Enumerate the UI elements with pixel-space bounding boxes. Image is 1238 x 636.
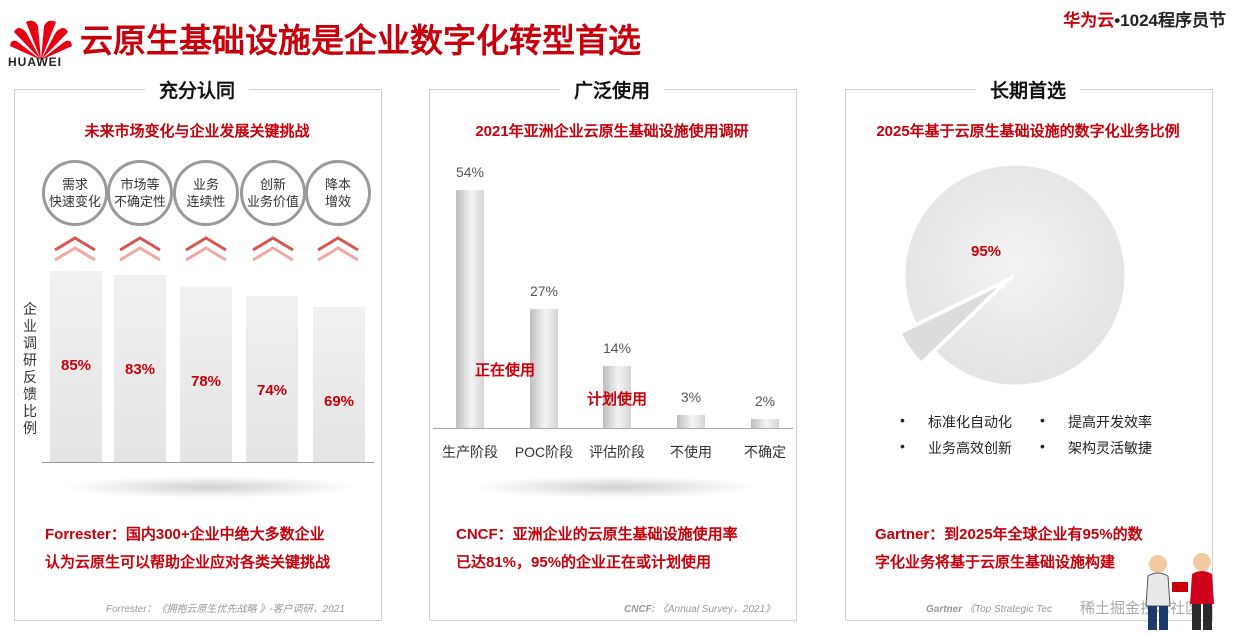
chevron-up-icon bbox=[119, 236, 161, 262]
category-label: 不确定 bbox=[744, 444, 786, 460]
chart-baseline bbox=[42, 462, 374, 463]
source-name: CNCF: bbox=[624, 604, 656, 615]
bar bbox=[50, 270, 102, 462]
legend-item: 架构灵活敏捷 bbox=[1040, 438, 1152, 458]
source-title: 《Top Strategic Tec bbox=[964, 604, 1052, 615]
pie-slice bbox=[900, 284, 1001, 363]
mascot-illustration bbox=[1145, 553, 1214, 630]
bar bbox=[530, 308, 558, 428]
bar-value-label: 74% bbox=[256, 381, 288, 399]
source-citation: CNCF: 《Annual Survey，2021》 bbox=[624, 600, 775, 615]
bar bbox=[751, 419, 779, 428]
source-citation: Gartner 《Top Strategic Tec bbox=[926, 600, 1052, 615]
bar-value-label: 85% bbox=[60, 356, 92, 374]
event-brand: 华为云 bbox=[1063, 11, 1115, 30]
footnote-line: CNCF：亚洲企业的云原生基础设施使用率 bbox=[456, 526, 738, 543]
chevron-up-icon bbox=[317, 236, 359, 262]
challenge-circle: 创新 业务价值 bbox=[240, 160, 306, 226]
pie-slice bbox=[904, 164, 1126, 386]
bar-value-label: 27% bbox=[529, 282, 559, 299]
page-title: 云原生基础设施是企业数字化转型首选 bbox=[80, 22, 641, 59]
using-label: 正在使用 bbox=[475, 362, 536, 379]
logo-wordmark: HUAWEI bbox=[8, 55, 62, 69]
panel-heading: 广泛使用 bbox=[559, 76, 665, 102]
chevron-up-icon bbox=[252, 236, 294, 262]
source-name: Gartner bbox=[926, 604, 963, 615]
event-name: •1024程序员节 bbox=[1114, 11, 1226, 30]
panel-footnote: Forrester：国内300+企业中绝大多数企业 认为云原生可以帮助企业应对各… bbox=[45, 521, 330, 577]
bar-value-label: 54% bbox=[455, 163, 485, 180]
bar bbox=[246, 295, 298, 462]
panel-subtitle: 2021年亚洲企业云原生基础设施使用调研 bbox=[475, 123, 749, 140]
challenge-circle: 降本 增效 bbox=[305, 160, 371, 226]
bar bbox=[677, 414, 705, 428]
category-label: 不使用 bbox=[670, 444, 712, 460]
bar bbox=[180, 286, 232, 462]
challenge-circle: 需求 快速变化 bbox=[42, 160, 108, 226]
huawei-logo bbox=[10, 20, 72, 61]
pie-slice-label: 95% bbox=[971, 243, 1002, 260]
legend-item: 提高开发效率 bbox=[1040, 412, 1152, 432]
footnote-line: Gartner：到2025年全球企业有95%的数 bbox=[875, 526, 1143, 543]
footnote-line: 已达81%，95%的企业正在或计划使用 bbox=[456, 554, 712, 571]
footnote-line: 认为云原生可以帮助企业应对各类关键挑战 bbox=[45, 554, 331, 571]
y-axis-label: 企业调研反馈比例 bbox=[23, 301, 37, 436]
challenge-circle: 市场等 不确定性 bbox=[107, 160, 173, 226]
footnote-line: 字化业务将基于云原生基础设施构建 bbox=[875, 554, 1116, 571]
panel-subtitle: 2025年基于云原生基础设施的数字化业务比例 bbox=[876, 123, 1180, 140]
bar-value-label: 2% bbox=[754, 393, 776, 410]
legend-item: 标准化自动化 bbox=[900, 412, 1012, 432]
chevron-up-icon bbox=[185, 236, 227, 262]
bar-value-label: 69% bbox=[323, 392, 355, 410]
planned-label: 计划使用 bbox=[587, 391, 648, 408]
chart-baseline bbox=[433, 428, 793, 429]
challenge-circle: 业务 连续性 bbox=[173, 160, 239, 226]
chart-shadow bbox=[60, 476, 360, 498]
source-citation: Forrester：《拥抱云原生优先战略 》-客户调研，2021 bbox=[106, 604, 345, 615]
source-title: 《Annual Survey，2021》 bbox=[657, 604, 776, 615]
category-label: 生产阶段 bbox=[442, 444, 498, 460]
panel-heading: 长期首选 bbox=[975, 76, 1081, 102]
bar bbox=[456, 189, 484, 428]
category-label: 评估阶段 bbox=[589, 444, 645, 460]
event-badge: 华为云•1024程序员节 bbox=[1063, 6, 1226, 31]
chart-shadow bbox=[470, 476, 760, 498]
category-label: POC阶段 bbox=[514, 444, 574, 460]
bar-value-label: 78% bbox=[190, 372, 222, 390]
bar-value-label: 14% bbox=[602, 340, 632, 357]
bar-value-label: 83% bbox=[124, 361, 156, 379]
panel-subtitle: 未来市场变化与企业发展关键挑战 bbox=[84, 123, 310, 140]
footnote-line: Forrester：国内300+企业中绝大多数企业 bbox=[45, 526, 325, 543]
bar bbox=[313, 306, 365, 462]
legend-item: 业务高效创新 bbox=[900, 438, 1012, 458]
panel-usage bbox=[429, 89, 797, 621]
chevron-up-icon bbox=[54, 236, 96, 262]
bar bbox=[603, 366, 631, 428]
pie-chart bbox=[900, 164, 1126, 386]
bar-value-label: 3% bbox=[680, 388, 702, 405]
panel-heading: 充分认同 bbox=[144, 76, 250, 102]
bar bbox=[114, 275, 166, 462]
panel-footnote: CNCF：亚洲企业的云原生基础设施使用率 已达81%，95%的企业正在或计划使用 bbox=[456, 521, 738, 577]
panel-footnote: Gartner：到2025年全球企业有95%的数 字化业务将基于云原生基础设施构… bbox=[875, 521, 1143, 577]
